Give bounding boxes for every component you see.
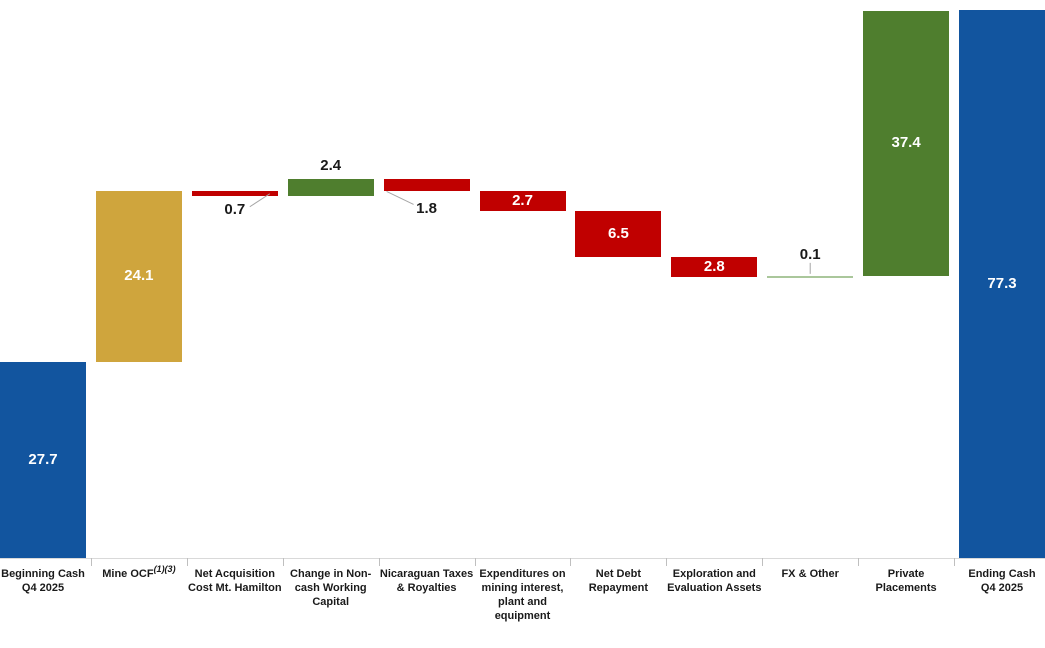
category-label: Beginning Cash Q4 2025 <box>1 568 85 594</box>
waterfall-bar-5 <box>383 178 470 192</box>
waterfall-bar-9 <box>767 275 854 278</box>
waterfall-bar-2 <box>95 190 182 362</box>
axis-tick <box>282 558 284 566</box>
axis-tick <box>186 558 188 566</box>
axis-tick <box>474 558 476 566</box>
category-label: Net Debt Repayment <box>588 568 649 594</box>
bar-value-label: 77.3 <box>987 275 1017 292</box>
category-label: Ending Cash Q4 2025 <box>968 568 1036 594</box>
x-axis-line <box>0 558 1045 559</box>
category-label: Expenditures on mining interest, plant and… <box>479 568 566 622</box>
category-label: Nicaraguan Taxes & Royalties <box>379 568 474 594</box>
waterfall-bar-7 <box>575 210 662 257</box>
bar-value-label: 24.1 <box>124 267 154 285</box>
bar-value-label: 37.4 <box>891 134 921 152</box>
axis-tick <box>954 558 956 566</box>
waterfall-bar-1 <box>0 361 86 558</box>
category-label: Exploration and Evaluation Assets <box>667 568 762 594</box>
axis-tick <box>858 558 860 566</box>
waterfall-bar-10 <box>863 10 950 276</box>
category-label: FX & Other <box>781 568 839 580</box>
category-label: Private Placements <box>875 568 937 594</box>
bar-value-label: 6.5 <box>607 224 629 242</box>
waterfall-bar-8 <box>671 256 758 277</box>
category-label: Change in Non-cash Working Capital <box>290 568 372 608</box>
bar-value-label: 2.7 <box>512 192 533 210</box>
axis-tick <box>570 558 572 566</box>
waterfall-bar-11 <box>959 10 1045 558</box>
waterfall-bar-4 <box>287 178 374 196</box>
axis-tick <box>666 558 668 566</box>
bar-value-label: 0.7 <box>224 200 246 218</box>
axis-tick <box>378 558 380 566</box>
axis-tick <box>90 558 92 566</box>
bar-value-label: 27.7 <box>28 450 58 468</box>
bar-value-label: 1.8 <box>416 200 438 218</box>
waterfall-bar-6 <box>479 191 566 211</box>
bar-value-label: 0.1 <box>799 245 821 263</box>
footnote-superscript: (1)(3) <box>153 564 176 574</box>
category-label: Mine OCF(1)(3) <box>102 564 176 580</box>
bar-value-label: 2.4 <box>320 156 342 174</box>
bar-value-label: 2.8 <box>703 257 725 275</box>
category-label: Net Acquisition Cost Mt. Hamilton <box>188 568 282 594</box>
axis-tick <box>762 558 764 566</box>
waterfall-bar-3 <box>191 190 278 196</box>
